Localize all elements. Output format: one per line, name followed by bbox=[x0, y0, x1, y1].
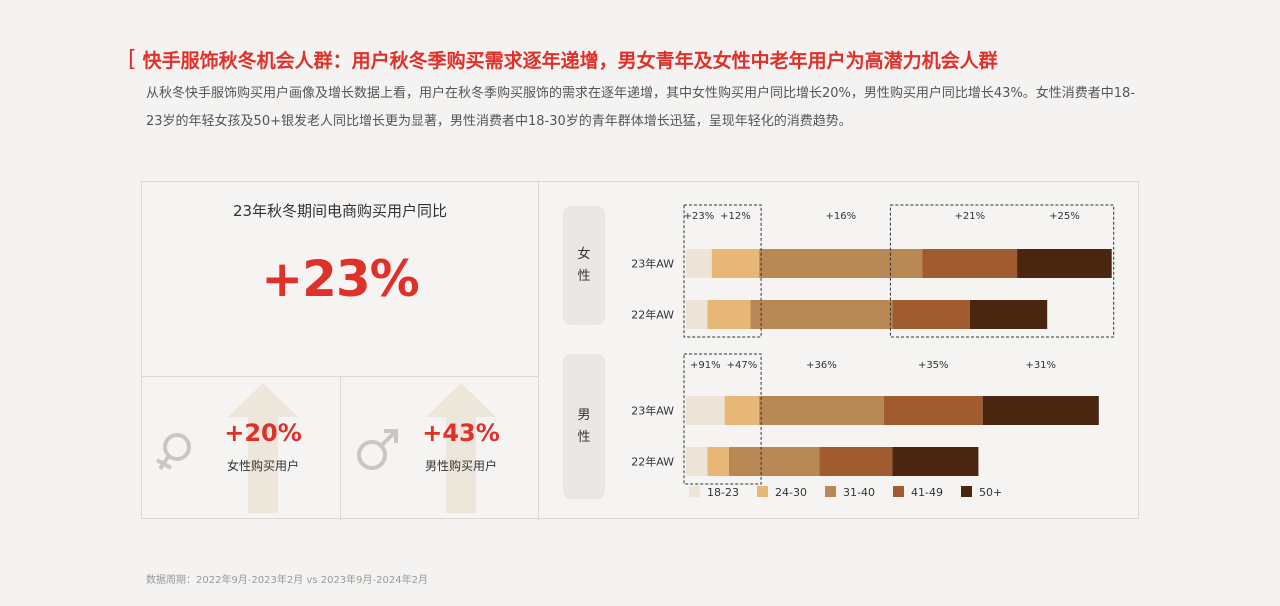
growth-label: +25% bbox=[1049, 211, 1080, 222]
bar-segment bbox=[759, 396, 884, 425]
group-label-female: 女 性 bbox=[563, 206, 605, 325]
female-growth-label: 女性购买用户 bbox=[226, 459, 299, 473]
overall-summary: 23年秋冬期间电商购买用户同比 +23% bbox=[142, 182, 539, 377]
group-label-female-text: 女 性 bbox=[577, 246, 591, 284]
bar-segment bbox=[883, 396, 983, 425]
legend-swatch bbox=[961, 486, 972, 497]
category-label: 22年AW bbox=[631, 308, 674, 322]
growth-label: +23% bbox=[684, 211, 715, 222]
female-icon bbox=[156, 433, 191, 471]
bar-segment bbox=[729, 447, 820, 476]
up-arrow-icon bbox=[228, 383, 298, 513]
male-icon bbox=[357, 429, 398, 470]
highlight-box bbox=[683, 353, 762, 485]
legend-label: 24-30 bbox=[775, 486, 807, 499]
stacked-bar-chart: 23年AW 22年AW +23% +12% +16% +21% +25% 23年AW 22年AW… bbox=[631, 204, 1115, 499]
male-growth-value: +43% bbox=[422, 419, 500, 447]
page-description: 从秋冬快手服饰购买用户画像及增长数据上看，用户在秋冬季购买服饰的需求在逐年递增，… bbox=[146, 86, 1136, 129]
bar-segment bbox=[819, 447, 893, 476]
bar-segment bbox=[982, 396, 1099, 425]
group-label-male-text: 男 性 bbox=[577, 407, 591, 445]
bar-segment bbox=[686, 396, 725, 425]
bar-segment bbox=[711, 249, 760, 278]
growth-label: +12% bbox=[720, 211, 751, 222]
up-arrow-icon bbox=[426, 383, 496, 513]
legend-label: 18-23 bbox=[707, 486, 739, 499]
male-summary: +43% 男性购买用户 bbox=[340, 377, 539, 520]
page-title: [ 快手服饰秋冬机会人群：用户秋冬季购买需求逐年递增，男女青年及女性中老年用户为… bbox=[128, 46, 998, 73]
growth-label: +91% bbox=[690, 360, 721, 371]
bar-segment bbox=[750, 300, 893, 329]
bar-segment bbox=[892, 300, 970, 329]
bar-segment bbox=[686, 249, 712, 278]
bar-segment bbox=[759, 249, 923, 278]
growth-label: +36% bbox=[806, 360, 837, 371]
category-label: 23年AW bbox=[631, 404, 674, 418]
bar-segment bbox=[892, 447, 979, 476]
highlight-box bbox=[683, 204, 762, 338]
category-label: 23年AW bbox=[631, 257, 674, 271]
growth-label: +21% bbox=[954, 211, 985, 222]
legend-swatch bbox=[825, 486, 836, 497]
group-label-male: 男 性 bbox=[563, 354, 605, 499]
growth-label: +47% bbox=[727, 360, 758, 371]
legend-swatch bbox=[689, 486, 700, 497]
female-summary: +20% 女性购买用户 bbox=[142, 377, 341, 520]
male-growth-label: 男性购买用户 bbox=[424, 459, 497, 473]
bar-segment bbox=[922, 249, 1018, 278]
legend-swatch bbox=[893, 486, 904, 497]
legend-label: 41-49 bbox=[911, 486, 943, 499]
age-growth-chart-area: 女 性 男 性 23年AW 22年AW +23% +12% +16% +21% +25% 23… bbox=[539, 182, 1139, 520]
growth-label: +31% bbox=[1025, 360, 1056, 371]
legend-label: 50+ bbox=[979, 486, 1002, 499]
overall-label: 23年秋冬期间电商购买用户同比 bbox=[232, 202, 448, 220]
category-label: 22年AW bbox=[631, 455, 674, 469]
growth-label: +16% bbox=[825, 211, 856, 222]
page-title-text: 快手服饰秋冬机会人群：用户秋冬季购买需求逐年递增，男女青年及女性中老年用户为高潜… bbox=[142, 50, 998, 72]
bar-segment bbox=[1017, 249, 1112, 278]
female-growth-value: +20% bbox=[224, 419, 302, 447]
legend-swatch bbox=[757, 486, 768, 497]
growth-label: +35% bbox=[918, 360, 949, 371]
bar-segment bbox=[707, 447, 729, 476]
content-panel: 23年秋冬期间电商购买用户同比 +23% +20% 女性购买用户 +43% 男性… bbox=[141, 181, 1139, 520]
overall-value: +23% bbox=[261, 250, 420, 308]
bar-segment bbox=[969, 300, 1048, 329]
title-bracket-icon: [ bbox=[128, 47, 137, 72]
bar-segment bbox=[724, 396, 760, 425]
highlight-box bbox=[889, 204, 1115, 338]
bar-segment bbox=[686, 447, 708, 476]
bar-segment bbox=[707, 300, 751, 329]
data-period-note: 数据周期：2022年9月-2023年2月 vs 2023年9月-2024年2月 bbox=[146, 575, 428, 586]
bar-segment bbox=[686, 300, 708, 329]
legend-label: 31-40 bbox=[843, 486, 875, 499]
